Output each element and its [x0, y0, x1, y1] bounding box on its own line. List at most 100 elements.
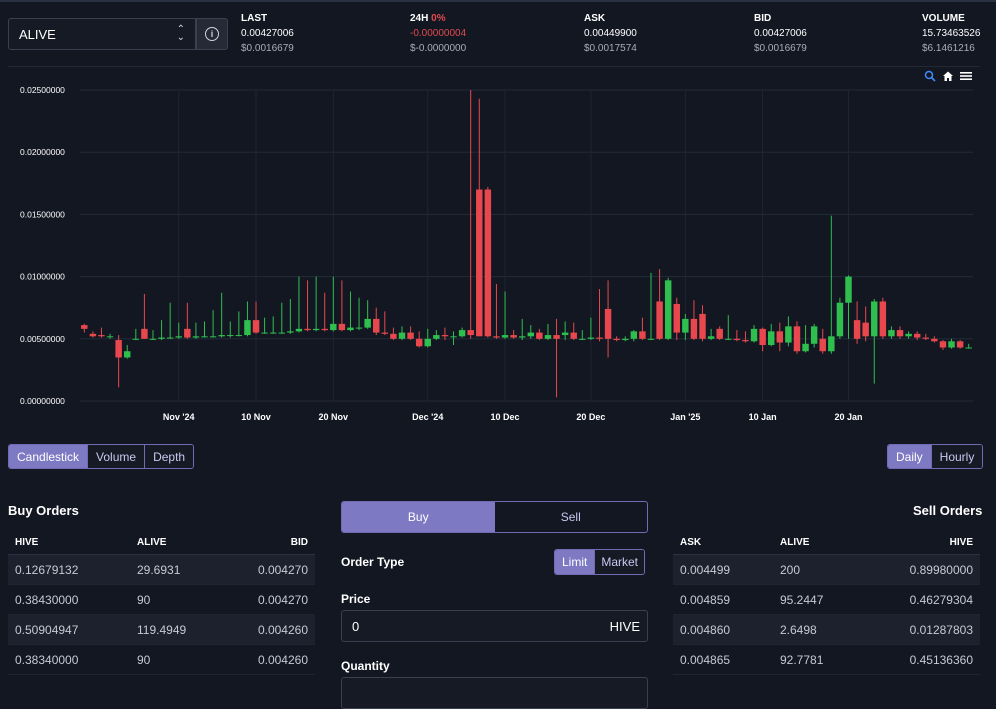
- home-icon[interactable]: [942, 70, 954, 82]
- x-tick-label: 10 Dec: [491, 412, 520, 422]
- buy-order-row[interactable]: 0.38430000 90 0.004270: [8, 585, 315, 615]
- candle-body: [570, 332, 577, 339]
- col-hive: HIVE: [949, 537, 973, 548]
- quantity-input[interactable]: [341, 677, 648, 709]
- candle-body: [484, 189, 492, 337]
- sell-orders-title: Sell Orders: [913, 503, 983, 518]
- quantity-label: Quantity: [341, 659, 390, 673]
- candle-body: [424, 338, 431, 347]
- tab-daily[interactable]: Daily: [888, 445, 932, 468]
- sell-order-row[interactable]: 0.004859 95.2447 0.46279304: [673, 585, 980, 615]
- candle-body: [415, 338, 423, 347]
- chart-toolbar: [924, 70, 972, 82]
- candle-body: [347, 327, 354, 331]
- candle-body: [467, 330, 474, 336]
- tab-candlestick[interactable]: Candlestick: [9, 445, 89, 468]
- candle-body: [81, 325, 88, 329]
- pair-select[interactable]: ALIVE ⌃ ⌄: [8, 18, 196, 50]
- tab-buy[interactable]: Buy: [342, 502, 495, 532]
- menu-icon[interactable]: [960, 70, 972, 82]
- candle-body: [948, 341, 955, 348]
- candle-body: [587, 337, 595, 339]
- price-input-value: 0: [352, 618, 360, 634]
- order-cell: 0.12679132: [15, 562, 79, 577]
- sell-order-row[interactable]: 0.004860 2.6498 0.01287803: [673, 615, 980, 645]
- candle-body: [613, 338, 620, 341]
- price-chart[interactable]: 0.02500000 0.02000000 0.01500000 0.01000000…: [8, 66, 980, 434]
- x-tick-label: Nov '24: [163, 412, 195, 422]
- order-cell: 0.01287803: [909, 622, 973, 637]
- candle-body: [828, 336, 835, 352]
- buy-orders-table: HIVE ALIVE BID 0.12679132 29.6931 0.004270…: [8, 531, 315, 675]
- order-cell: 2.6498: [780, 622, 817, 637]
- info-button[interactable]: i: [196, 18, 228, 50]
- stat-bid-label: BID: [754, 13, 772, 24]
- candle-body: [321, 328, 328, 331]
- order-type-limit[interactable]: Limit: [555, 550, 596, 574]
- tab-depth[interactable]: Depth: [145, 445, 194, 468]
- candle-body: [269, 332, 277, 334]
- candle-body: [158, 337, 165, 339]
- order-cell: 92.7781: [780, 652, 824, 667]
- y-tick-label: 0.00000000: [20, 396, 65, 406]
- candle-body: [149, 338, 157, 340]
- candle-body: [433, 335, 440, 339]
- sell-order-row[interactable]: 0.004865 92.7781 0.45136360: [673, 645, 980, 675]
- candle-body: [939, 341, 947, 348]
- candle-body: [124, 351, 131, 358]
- tab-volume[interactable]: Volume: [88, 445, 146, 468]
- y-tick-label: 0.02000000: [20, 147, 65, 157]
- stat-volume: VOLUME 15.73463526 $6.1461216: [922, 11, 980, 56]
- y-tick-label: 0.01000000: [20, 272, 65, 282]
- col-hive: HIVE: [15, 537, 39, 548]
- x-tick-label: Dec '24: [412, 412, 443, 422]
- candle-body: [682, 318, 689, 333]
- candle-body: [261, 332, 268, 334]
- order-cell: 200: [780, 562, 801, 577]
- candle-body: [407, 332, 414, 339]
- stat-ask-usd: $0.0017574: [584, 43, 637, 54]
- candle-body: [802, 343, 809, 352]
- zoom-icon[interactable]: [924, 70, 936, 82]
- candle-body: [767, 331, 775, 346]
- x-tick-label: Jan '25: [670, 412, 700, 422]
- stat-24h-pct: 0%: [431, 13, 446, 24]
- chart-top-divider: [8, 66, 980, 67]
- tab-sell[interactable]: Sell: [560, 510, 581, 524]
- stat-24h-value: -0.00000004: [410, 28, 467, 39]
- candle-body: [252, 320, 260, 333]
- order-cell: 0.004499: [680, 562, 731, 577]
- buy-order-row[interactable]: 0.38340000 90 0.004260: [8, 645, 315, 675]
- candle-body: [527, 332, 535, 337]
- buy-order-row[interactable]: 0.12679132 29.6931 0.004270: [8, 555, 315, 585]
- price-input[interactable]: 0 HIVE: [341, 610, 648, 642]
- candle-body: [836, 302, 844, 337]
- y-tick-label: 0.00500000: [20, 334, 65, 344]
- candle-body: [776, 331, 784, 343]
- tab-hourly[interactable]: Hourly: [931, 445, 983, 468]
- sell-order-row[interactable]: 0.004499 200 0.89980000: [673, 555, 980, 585]
- col-alive: ALIVE: [780, 537, 810, 548]
- candle-body: [845, 276, 852, 303]
- order-cell: 0.46279304: [909, 592, 973, 607]
- candle-body: [725, 338, 732, 340]
- candle-body: [295, 328, 303, 332]
- buy-order-row[interactable]: 0.50904947 119.4949 0.004260: [8, 615, 315, 645]
- order-type-market[interactable]: Market: [595, 550, 645, 574]
- candle-body: [561, 332, 569, 336]
- candle-body: [89, 333, 97, 337]
- candle-body: [690, 318, 698, 339]
- order-cell: 0.004270: [257, 562, 308, 577]
- candle-body: [913, 333, 921, 338]
- candle-body: [905, 333, 912, 337]
- candle-body: [604, 308, 612, 339]
- stat-last-usd: $0.0016679: [241, 43, 294, 54]
- y-tick-label: 0.02500000: [20, 85, 65, 95]
- buy-sell-toggle: Buy Sell: [341, 501, 648, 533]
- col-bid: BID: [290, 537, 308, 548]
- candle-body: [115, 340, 122, 358]
- candlestick-plot[interactable]: 0.02500000 0.02000000 0.01500000 0.01000000…: [8, 66, 980, 434]
- order-type-toggle: Limit Market: [554, 549, 646, 575]
- candle-body: [355, 327, 363, 329]
- y-tick-label: 0.01500000: [20, 209, 65, 219]
